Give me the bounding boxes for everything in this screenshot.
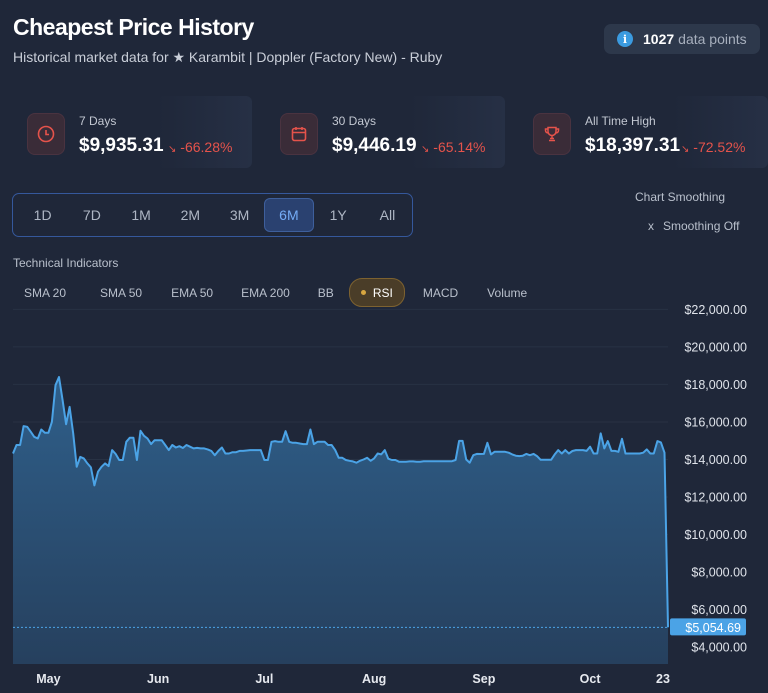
stat-change-value: -66.28% [180, 139, 233, 155]
x-tick-label: Oct [580, 672, 602, 686]
y-tick-label: $10,000.00 [684, 528, 747, 542]
stat-change: ↘ -72.52% [681, 139, 745, 155]
y-tick-label: $20,000.00 [684, 340, 747, 354]
y-tick-label: $16,000.00 [684, 415, 747, 429]
y-tick-label: $4,000.00 [691, 641, 747, 655]
indicator-bb[interactable]: BB [317, 285, 334, 300]
active-dot-icon [360, 290, 366, 295]
indicator-macd[interactable]: MACD [422, 285, 459, 300]
indicator-sma20[interactable]: SMA 20 [24, 285, 67, 300]
stat-label: 7 Days [79, 114, 117, 128]
y-tick-label: $22,000.00 [684, 303, 747, 317]
y-tick-label: $6,000.00 [691, 603, 747, 617]
trend-down-icon: ↘ [681, 144, 690, 155]
clock-icon [27, 113, 65, 155]
x-tick-label: Aug [362, 672, 386, 686]
y-tick-label: $14,000.00 [684, 453, 747, 467]
stat-value: $9,446.19 [332, 135, 417, 156]
y-tick-label: $8,000.00 [691, 566, 747, 580]
indicator-rsi-label: RSI [372, 285, 393, 300]
info-icon: i [617, 31, 633, 47]
stat-change-value: -65.14% [433, 139, 486, 155]
x-tick-label: May [36, 672, 60, 686]
stat-change-value: -72.52% [693, 139, 746, 155]
indicator-ema50[interactable]: EMA 50 [171, 285, 214, 300]
technical-indicators-label: Technical Indicators [13, 256, 119, 270]
stat-change: ↘ -66.28% [168, 139, 232, 155]
current-price-label: $5,054.69 [685, 621, 741, 635]
data-points-count: 1027 [643, 31, 675, 47]
stat-card-7-days: 7 Days $9,935.31 ↘ -66.28% [27, 96, 252, 168]
price-area-fill [13, 377, 668, 664]
range-7d-button[interactable]: 7D [82, 207, 101, 223]
smoothing-toggle-label: Smoothing Off [663, 219, 740, 233]
range-6m-button[interactable]: 6M [264, 198, 314, 232]
stat-card-30-days: 30 Days $9,446.19 ↘ -65.14% [280, 96, 505, 168]
stat-value: $9,935.31 [79, 135, 164, 156]
indicator-volume[interactable]: Volume [487, 285, 528, 300]
stat-label: All Time High [585, 114, 656, 128]
y-tick-label: $18,000.00 [684, 378, 747, 392]
current-price-badge [670, 618, 746, 636]
indicator-list: SMA 20 SMA 50 EMA 50 EMA 200 BB RSI MACD… [13, 278, 541, 307]
x-tick-label: Jul [255, 672, 273, 686]
stat-label: 30 Days [332, 114, 377, 128]
indicator-ema200[interactable]: EMA 200 [241, 285, 290, 300]
range-1m-button[interactable]: 1M [131, 207, 151, 223]
range-2m-button[interactable]: 2M [180, 207, 201, 223]
range-1d-button[interactable]: 1D [33, 207, 52, 223]
data-points-label: data points [678, 31, 747, 47]
calendar-icon [280, 113, 318, 155]
trend-down-icon: ↘ [421, 144, 430, 155]
indicator-sma50[interactable]: SMA 50 [100, 285, 143, 300]
y-tick-label: $12,000.00 [684, 491, 747, 505]
time-range-selector: 1D 7D 1M 2M 3M 6M 1Y All [12, 193, 413, 237]
smoothing-toggle[interactable]: x Smoothing Off [648, 219, 740, 233]
stat-value: $18,397.31 [585, 135, 681, 156]
page-subtitle: Historical market data for ★ Karambit | … [13, 49, 443, 65]
chart-smoothing-title: Chart Smoothing [635, 190, 726, 204]
x-icon: x [648, 219, 654, 233]
indicator-rsi[interactable]: RSI [348, 278, 405, 307]
range-1y-button[interactable]: 1Y [329, 207, 347, 223]
trophy-icon [533, 113, 571, 155]
x-tick-label: Sep [472, 672, 495, 686]
trend-down-icon: ↘ [168, 144, 177, 155]
x-tick-label: 23 [656, 672, 670, 686]
price-line [12, 376, 669, 628]
page-title: Cheapest Price History [13, 14, 254, 40]
data-points-badge: i 1027 data points [604, 24, 760, 54]
stat-card-all-time-high: All Time High $18,397.31 ↘ -72.52% [533, 96, 768, 168]
range-3m-button[interactable]: 3M [229, 207, 250, 223]
range-all-button[interactable]: All [379, 207, 396, 223]
stat-change: ↘ -65.14% [421, 139, 485, 155]
x-tick-label: Jun [147, 672, 169, 686]
